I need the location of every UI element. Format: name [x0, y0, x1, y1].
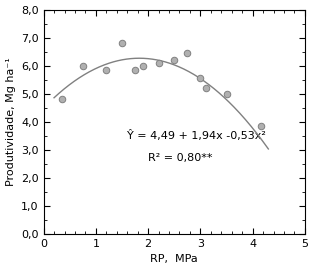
Point [80, 63, 85, 68]
Point [59, 97, 64, 102]
Text: R² = 0,80**: R² = 0,80** [148, 153, 213, 163]
Point [258, 124, 263, 128]
Point [104, 68, 109, 72]
Point [203, 86, 208, 90]
Point [198, 76, 203, 80]
Y-axis label: Produtividade, Mg ha⁻¹: Produtividade, Mg ha⁻¹ [6, 58, 16, 186]
Point [172, 58, 177, 62]
Text: Ŷ = 4,49 + 1,94x -0,53x²: Ŷ = 4,49 + 1,94x -0,53x² [127, 130, 266, 141]
Point [156, 61, 161, 65]
Point [140, 63, 145, 68]
Point [133, 68, 138, 72]
Point [120, 41, 125, 45]
Point [224, 92, 229, 96]
Point [185, 51, 190, 55]
X-axis label: RP,  MPa: RP, MPa [150, 254, 198, 264]
